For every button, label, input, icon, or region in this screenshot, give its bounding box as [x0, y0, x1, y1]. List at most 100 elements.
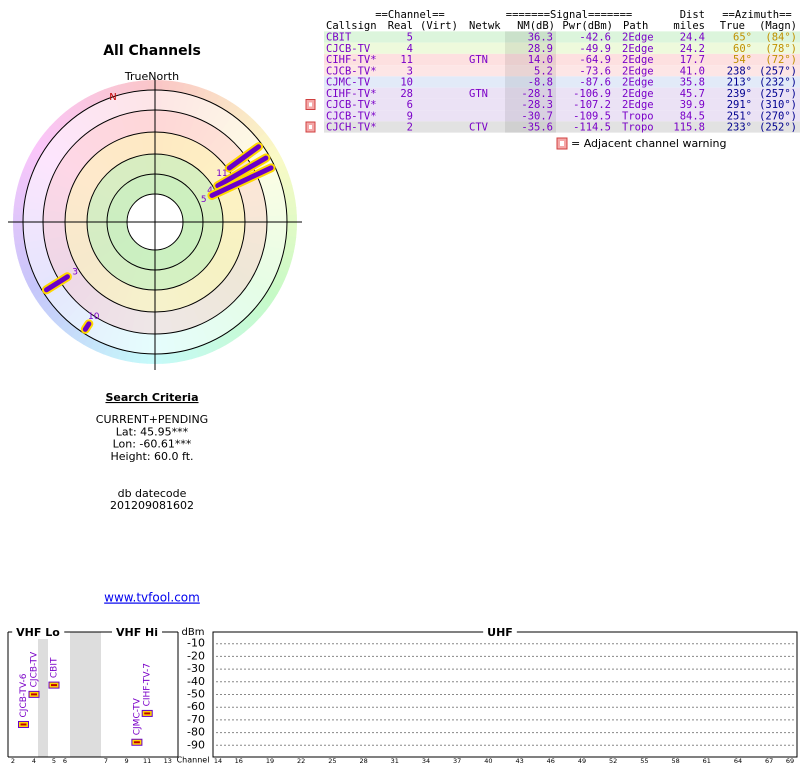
y-tick-label: -70	[187, 713, 205, 726]
x-tick-label: 40	[484, 757, 492, 765]
station-marker-label: 4	[207, 186, 213, 196]
column-header: Path	[623, 20, 648, 32]
row-background	[324, 87, 800, 99]
station-marker	[43, 274, 70, 293]
row-background	[324, 65, 800, 77]
table-cell: 233°	[727, 122, 752, 134]
table-cell: (270°)	[759, 110, 797, 122]
table-cell: 84.5	[680, 110, 705, 122]
table-cell: CBIT	[326, 32, 352, 44]
table-cell: 11	[400, 54, 413, 66]
x-tick-label: 28	[359, 757, 367, 765]
table-cell: CJCB-TV*	[326, 110, 377, 122]
search-line: Lon: -60.61***	[113, 438, 192, 451]
row-background	[324, 98, 800, 111]
x-tick-label: 2	[11, 757, 15, 765]
station-marker	[82, 321, 92, 332]
table-cell: 45.7	[680, 88, 705, 100]
datecode-label: db datecode	[118, 487, 187, 500]
y-tick-label: -90	[187, 738, 205, 751]
x-tick-label: 31	[391, 757, 399, 765]
x-tick-label: 16	[235, 757, 243, 765]
table-cell: -49.9	[579, 43, 611, 55]
band-label-background	[483, 626, 517, 639]
search-title: Search Criteria	[105, 391, 198, 404]
table-cell: (72°)	[765, 54, 797, 66]
search-line: Height: 60.0 ft.	[110, 450, 193, 463]
warning-icon-inner	[309, 125, 312, 129]
table-cell: Tropo	[622, 122, 654, 134]
table-cell: 6	[407, 99, 413, 111]
x-tick-label: 13	[164, 757, 172, 765]
y-tick-label: -60	[187, 700, 205, 713]
band-label: VHF Lo	[16, 626, 60, 639]
band-gap	[70, 632, 101, 757]
x-tick-label: 22	[297, 757, 305, 765]
site-link[interactable]: www.tvfool.com	[104, 591, 200, 605]
column-header: Callsign	[326, 20, 377, 32]
x-axis-label: Channel	[177, 756, 210, 765]
x-tick-label: 69	[786, 757, 794, 765]
table-cell: 5.2	[534, 65, 553, 77]
row-background	[324, 76, 800, 88]
y-tick-label: -40	[187, 675, 205, 688]
table-cell: 10	[400, 77, 413, 89]
table-cell: 2Edge	[622, 32, 654, 44]
column-header: Pwr(dBm)	[562, 20, 613, 32]
table-cell: 115.8	[673, 122, 705, 134]
group-header: =======Signal=======	[506, 9, 632, 21]
station-marker-label: 5	[201, 195, 207, 205]
column-shade	[505, 31, 556, 133]
table-cell: 239°	[727, 88, 752, 100]
table-cell: -8.8	[528, 77, 553, 89]
magnetic-north: N	[109, 92, 116, 103]
table-cell: -109.5	[573, 110, 611, 122]
row-background	[324, 53, 800, 66]
warning-icon-inner	[309, 102, 312, 107]
table-cell: 4	[407, 43, 413, 55]
table-cell: 3	[407, 65, 413, 77]
table-cell: 291°	[727, 99, 752, 111]
table-cell: (257°)	[759, 65, 797, 77]
station-marker	[209, 165, 274, 198]
table-cell: -28.1	[521, 88, 553, 100]
table-cell: 36.3	[528, 32, 553, 44]
table-cell: -28.3	[521, 99, 553, 111]
group-header: ==Channel==	[375, 9, 445, 21]
table-cell: CJMC-TV	[326, 77, 371, 89]
table-cell: 28.9	[528, 43, 553, 55]
datecode-value: 201209081602	[110, 499, 194, 512]
table-cell: 24.4	[680, 32, 705, 44]
table-cell: 5	[407, 32, 413, 44]
table-cell: CJCH-TV*	[326, 122, 377, 134]
signal-label: CJMC-TV	[132, 697, 142, 735]
north-label: TrueNorth	[124, 70, 179, 83]
search-line: CURRENT+PENDING	[96, 413, 208, 426]
spectrum-chart: -10-20-30-40-50-60-70-80-902 4 5 6 7 9 11 13 14 1…	[7, 626, 798, 765]
x-tick-label: 4	[32, 757, 36, 765]
table-cell: -64.9	[579, 54, 611, 66]
table-cell: (78°)	[765, 43, 797, 55]
table-cell: (232°)	[759, 77, 797, 89]
group-header: Dist	[680, 9, 705, 21]
x-tick-label: 64	[734, 757, 742, 765]
group-header: ==Azimuth==	[722, 9, 792, 21]
table-cell: GTN	[469, 88, 488, 100]
x-tick-label: 46	[547, 757, 555, 765]
y-tick-label: -10	[187, 637, 205, 650]
row-background	[324, 42, 800, 54]
table-cell: 41.0	[680, 65, 705, 77]
table-cell: 14.0	[528, 54, 553, 66]
station-marker-label: 3	[72, 267, 78, 277]
table-cell: 2Edge	[622, 88, 654, 100]
table-cell: -114.5	[573, 122, 611, 134]
table-cell: GTN	[469, 54, 488, 66]
table-cell: 238°	[727, 65, 752, 77]
table-cell: 9	[407, 110, 413, 122]
band-label: VHF Hi	[116, 626, 158, 639]
table-cell: -107.2	[573, 99, 611, 111]
x-tick-label: 61	[703, 757, 711, 765]
x-tick-label: 11	[143, 757, 151, 765]
table-cell: 54°	[733, 54, 752, 66]
